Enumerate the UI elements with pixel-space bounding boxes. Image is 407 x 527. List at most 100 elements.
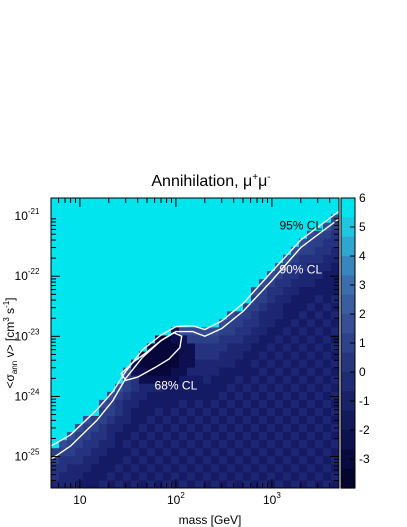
heatmap-cell [235, 254, 244, 263]
heatmap-cell [235, 214, 244, 223]
heatmap-cell [187, 367, 196, 376]
heatmap-cell [243, 391, 252, 400]
heatmap-cell [123, 447, 132, 457]
heatmap-cell [323, 334, 332, 344]
heatmap-cell [195, 375, 204, 384]
heatmap-cell [99, 423, 108, 433]
heatmap-cell [59, 359, 68, 368]
heatmap-cell [291, 383, 300, 392]
heatmap-cell [187, 238, 196, 247]
heatmap-cell [315, 294, 324, 304]
heatmap-cell [307, 383, 316, 392]
heatmap-cell [123, 286, 132, 296]
heatmap-cell [139, 399, 148, 408]
heatmap-cell [99, 439, 108, 449]
heatmap-cell [163, 310, 172, 320]
heatmap-cell [123, 246, 132, 255]
heatmap-cell [131, 310, 140, 320]
heatmap-cell [283, 391, 292, 400]
heatmap-cell [51, 351, 60, 360]
heatmap-cell [227, 326, 236, 336]
heatmap-cell [251, 246, 260, 255]
heatmap-cell [163, 222, 172, 231]
heatmap-cell [307, 399, 316, 408]
heatmap-cell [171, 375, 180, 384]
heatmap-cell [147, 479, 156, 488]
heatmap-cell [83, 375, 92, 384]
heatmap-cell [171, 334, 180, 344]
heatmap-cell [75, 206, 84, 215]
heatmap-cell [283, 206, 292, 215]
heatmap-cell [59, 326, 68, 336]
heatmap-cell [307, 230, 316, 239]
heatmap-cell [155, 246, 164, 255]
heatmap-cell [291, 439, 300, 449]
contour-lines [51, 210, 339, 460]
heatmap-cell [251, 447, 260, 457]
y-tick-label: 10-21 [15, 207, 40, 223]
heatmap-cell [267, 318, 276, 328]
heatmap-cell [227, 455, 236, 465]
heatmap-cell [267, 270, 276, 280]
colorbar-tick-label: -2 [359, 423, 370, 437]
heatmap-cell [115, 270, 124, 280]
heatmap-cell [155, 391, 164, 400]
heatmap-cell [211, 310, 220, 320]
heatmap-cell [283, 286, 292, 296]
heatmap-cell [171, 423, 180, 433]
heatmap-cell [187, 383, 196, 392]
heatmap-cell [259, 302, 268, 312]
heatmap-cell [171, 479, 180, 488]
heatmap-cell [155, 198, 164, 207]
heatmap-cell [163, 230, 172, 239]
heatmap-cell [163, 246, 172, 255]
heatmap-cell [59, 230, 68, 239]
heatmap-cell [211, 415, 220, 425]
heatmap-cell [275, 222, 284, 231]
heatmap-cell [99, 351, 108, 360]
heatmap-cell [83, 222, 92, 231]
heatmap-cell [235, 367, 244, 376]
heatmap-cell [203, 206, 212, 215]
heatmap-cell [267, 447, 276, 457]
heatmap-cell [235, 455, 244, 465]
heatmap-cell [107, 463, 116, 473]
heatmap-cell [163, 423, 172, 433]
heatmap-cell [267, 198, 276, 207]
heatmap-cell [227, 447, 236, 457]
heatmap-cell [67, 310, 76, 320]
heatmap-cell [171, 262, 180, 271]
heatmap-cell [211, 439, 220, 449]
heatmap-cell [219, 230, 228, 239]
heatmap-cell [227, 278, 236, 288]
heatmap-cell [259, 246, 268, 255]
heatmap-cell [251, 431, 260, 441]
heatmap-cell [195, 310, 204, 320]
heatmap-cell [235, 479, 244, 488]
heatmap-cell [75, 431, 84, 441]
heatmap-cell [51, 391, 60, 400]
heatmap-cell [155, 206, 164, 215]
heatmap-cell [219, 246, 228, 255]
heatmap-cell [251, 310, 260, 320]
heatmap-cell [123, 318, 132, 328]
heatmap-cell [187, 246, 196, 255]
heatmap-cell [179, 439, 188, 449]
heatmap-cell [115, 262, 124, 271]
heatmap-cell [299, 343, 308, 352]
heatmap-cell [131, 302, 140, 312]
heatmap-cell [275, 447, 284, 457]
heatmap-cell [75, 359, 84, 368]
heatmap-cell [91, 343, 100, 352]
heatmap-cell [299, 310, 308, 320]
heatmap-cell [275, 206, 284, 215]
heatmap-cell [315, 423, 324, 433]
heatmap-cell [331, 367, 339, 376]
heatmap-cell [299, 278, 308, 288]
heatmap-cell [83, 423, 92, 433]
heatmap-cell [155, 230, 164, 239]
heatmap-cell [75, 286, 84, 296]
heatmap-cell [323, 471, 332, 481]
heatmap-cell [259, 415, 268, 425]
heatmap-cell [123, 326, 132, 336]
